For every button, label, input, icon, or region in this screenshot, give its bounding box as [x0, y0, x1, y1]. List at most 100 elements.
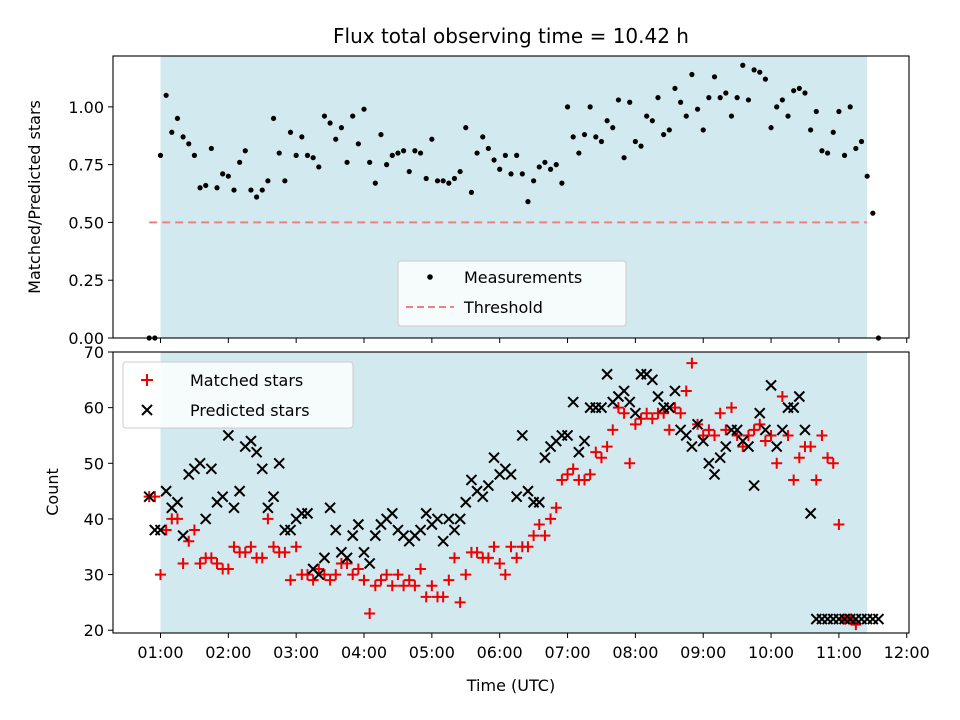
matched-star-point — [183, 535, 195, 547]
matched-star-point — [646, 413, 658, 425]
measurement-point — [858, 138, 865, 145]
predicted-star-point — [330, 524, 342, 536]
predicted-star-point — [703, 457, 715, 469]
matched-star-point — [771, 457, 783, 469]
predicted-star-point — [273, 457, 285, 469]
predicted-star-point — [567, 396, 579, 408]
matched-star-point — [505, 541, 517, 553]
matched-star-point — [714, 407, 726, 419]
measurement-point — [751, 67, 757, 73]
predicted-star-point — [284, 524, 297, 536]
measurement-point — [870, 210, 876, 216]
predicted-star-point — [341, 552, 353, 564]
matched-star-point — [488, 541, 500, 553]
measurement-point — [186, 141, 192, 147]
predicted-star-point — [250, 446, 263, 458]
measurement-point — [661, 131, 667, 138]
bottom-y-tick-label: 30 — [84, 566, 104, 585]
matched-star-point — [675, 407, 687, 419]
predicted-star-point — [742, 440, 755, 453]
matched-star-point — [658, 407, 670, 419]
predicted-star-point — [601, 368, 613, 380]
matched-star-point — [601, 441, 613, 453]
measurement-point — [310, 155, 316, 161]
measurement-point — [299, 134, 305, 140]
measurement-point — [706, 95, 712, 101]
measurement-point — [429, 136, 435, 142]
measurement-point — [434, 178, 441, 184]
measurement-point — [174, 115, 181, 122]
chart-title: Flux total observing time = 10.42 h — [333, 24, 689, 48]
predicted-star-point — [262, 502, 274, 514]
measurement-point — [757, 69, 763, 75]
measurement-point — [672, 85, 678, 91]
matched-star-point — [499, 569, 511, 581]
matched-star-point — [330, 569, 342, 581]
predicted-star-point — [522, 485, 534, 497]
predicted-star-point — [443, 513, 455, 525]
measurement-point — [191, 152, 198, 158]
matched-star-point — [369, 580, 381, 592]
predicted-star-point — [222, 429, 235, 442]
x-tick-label: 11:00 — [816, 643, 862, 662]
legend-threshold-label: Threshold — [463, 298, 543, 317]
matched-star-point — [205, 552, 217, 564]
measurement-point — [389, 152, 395, 158]
x-tick-label: 03:00 — [273, 643, 319, 662]
matched-star-point — [833, 518, 845, 530]
legend-matched-marker — [141, 374, 153, 386]
matched-star-point — [341, 557, 353, 569]
measurement-point — [491, 157, 497, 163]
predicted-star-point — [465, 474, 478, 486]
measurement-point — [480, 134, 486, 140]
matched-star-point — [709, 429, 721, 441]
measurement-point — [655, 95, 661, 101]
legend-matched-label: Matched stars — [190, 371, 303, 390]
measurement-point — [841, 152, 848, 158]
matched-star-point — [686, 357, 698, 369]
predicted-star-point — [663, 401, 676, 414]
measurement-point — [683, 113, 689, 119]
measurement-point — [372, 180, 378, 186]
measurement-point — [644, 113, 650, 119]
measurement-point — [808, 127, 814, 133]
matched-star-point — [239, 546, 251, 558]
predicted-star-point — [714, 452, 726, 464]
measurement-point — [180, 134, 186, 140]
predicted-star-point — [776, 424, 789, 436]
matched-star-point — [268, 541, 280, 553]
matched-star-point — [793, 452, 805, 464]
matched-star-point — [528, 530, 540, 542]
predicted-star-point — [386, 507, 398, 520]
measurement-point — [417, 150, 424, 156]
matched-star-point — [494, 557, 506, 569]
predicted-stars-points — [143, 368, 885, 625]
measurement-point — [819, 148, 825, 154]
measurement-point — [791, 88, 797, 94]
measurement-point — [678, 99, 684, 105]
bottom-y-tick-label: 60 — [84, 399, 104, 418]
predicted-star-point — [460, 496, 472, 508]
predicted-star-point — [200, 513, 212, 525]
measurement-point — [361, 106, 367, 112]
top-y-tick-label: 0.00 — [68, 329, 104, 348]
top-y-axis-label: Matched/Predicted stars — [25, 100, 44, 294]
measurement-point — [237, 159, 243, 165]
measurement-point — [824, 150, 831, 156]
bottom-axes-frame — [112, 351, 910, 634]
matched-star-point — [171, 513, 183, 525]
matched-star-point — [629, 418, 641, 430]
predicted-star-point — [301, 507, 314, 520]
matched-star-point — [663, 424, 675, 436]
bottom-y-tick-label: 70 — [84, 343, 104, 362]
matched-star-point — [533, 518, 545, 530]
matched-star-point — [426, 580, 438, 592]
predicted-star-point — [669, 385, 681, 397]
predicted-star-point — [313, 568, 325, 581]
matched-star-point — [307, 574, 319, 586]
matched-star-point — [482, 552, 494, 564]
matched-star-point — [703, 424, 715, 436]
predicted-star-point — [720, 440, 732, 453]
matched-star-point — [409, 580, 421, 592]
measurement-point — [197, 185, 203, 191]
